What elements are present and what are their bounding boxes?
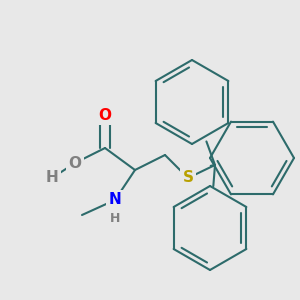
Text: N: N	[109, 193, 122, 208]
Text: H: H	[46, 170, 59, 185]
Text: O: O	[98, 107, 112, 122]
Text: O: O	[68, 155, 82, 170]
Text: S: S	[182, 170, 194, 185]
Text: H: H	[110, 212, 120, 224]
